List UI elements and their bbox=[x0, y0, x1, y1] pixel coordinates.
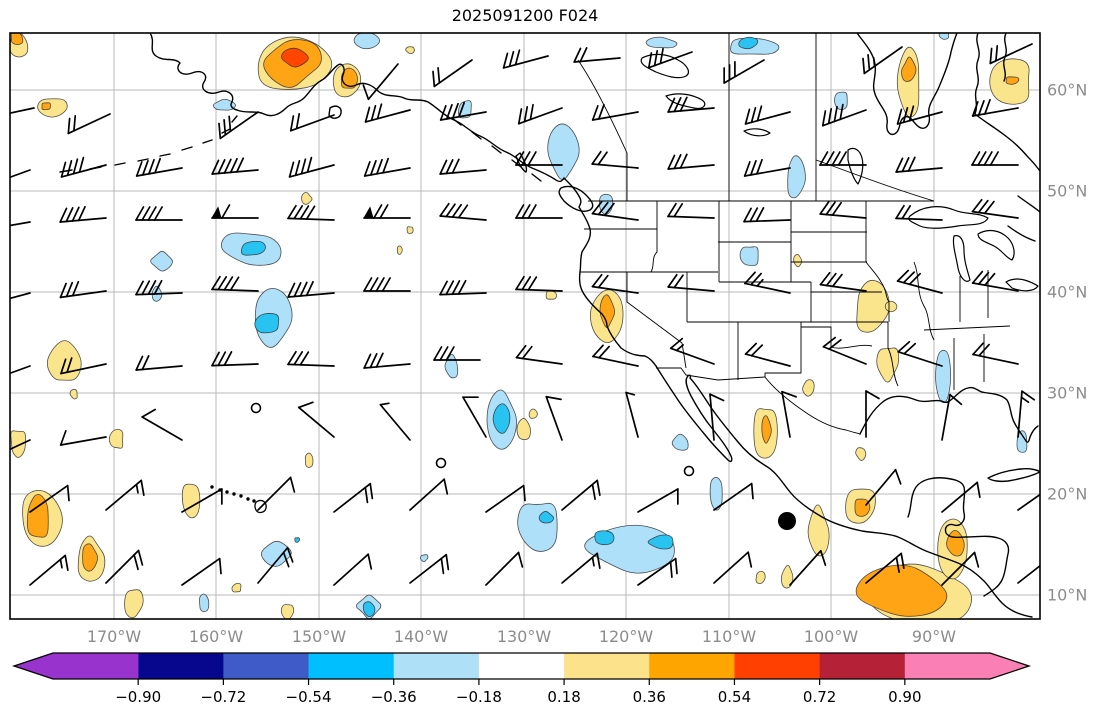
svg-text:160°W: 160°W bbox=[189, 627, 244, 646]
svg-text:110°W: 110°W bbox=[702, 627, 757, 646]
svg-text:120°W: 120°W bbox=[599, 627, 654, 646]
svg-text:140°W: 140°W bbox=[394, 627, 449, 646]
svg-text:0.54: 0.54 bbox=[718, 688, 751, 706]
svg-text:20°N: 20°N bbox=[1047, 485, 1087, 504]
svg-text:−0.18: −0.18 bbox=[456, 688, 502, 706]
svg-text:0.90: 0.90 bbox=[888, 688, 921, 706]
svg-text:90°W: 90°W bbox=[912, 627, 956, 646]
lat-axis-labels: 60°N 50°N 40°N 30°N 20°N 10°N bbox=[1047, 81, 1087, 605]
political-borders bbox=[577, 33, 1011, 435]
svg-text:40°N: 40°N bbox=[1047, 283, 1087, 302]
svg-text:−0.72: −0.72 bbox=[200, 688, 246, 706]
svg-text:50°N: 50°N bbox=[1047, 182, 1087, 201]
svg-text:0.36: 0.36 bbox=[633, 688, 666, 706]
svg-text:60°N: 60°N bbox=[1047, 81, 1087, 100]
colorbar: −0.90 −0.72 −0.54 −0.36 −0.18 0.18 0.36 0.54 0.7… bbox=[11, 652, 1032, 706]
wind-barbs bbox=[10, 43, 1040, 586]
svg-text:150°W: 150°W bbox=[292, 627, 347, 646]
svg-text:0.18: 0.18 bbox=[547, 688, 580, 706]
svg-text:−0.90: −0.90 bbox=[115, 688, 161, 706]
plot-border bbox=[9, 32, 1041, 620]
plot-title: 2025091200 F024 bbox=[452, 6, 599, 25]
svg-text:0.72: 0.72 bbox=[803, 688, 836, 706]
svg-text:30°N: 30°N bbox=[1047, 384, 1087, 403]
svg-text:100°W: 100°W bbox=[804, 627, 859, 646]
svg-text:−0.36: −0.36 bbox=[371, 688, 417, 706]
svg-text:−0.54: −0.54 bbox=[286, 688, 332, 706]
lon-axis-labels: 170°W 160°W 150°W 140°W 130°W 120°W 110°W 100°W… bbox=[87, 627, 956, 646]
svg-text:130°W: 130°W bbox=[497, 627, 552, 646]
svg-text:170°W: 170°W bbox=[87, 627, 142, 646]
svg-text:10°N: 10°N bbox=[1047, 586, 1087, 605]
storm-marker bbox=[778, 512, 796, 530]
